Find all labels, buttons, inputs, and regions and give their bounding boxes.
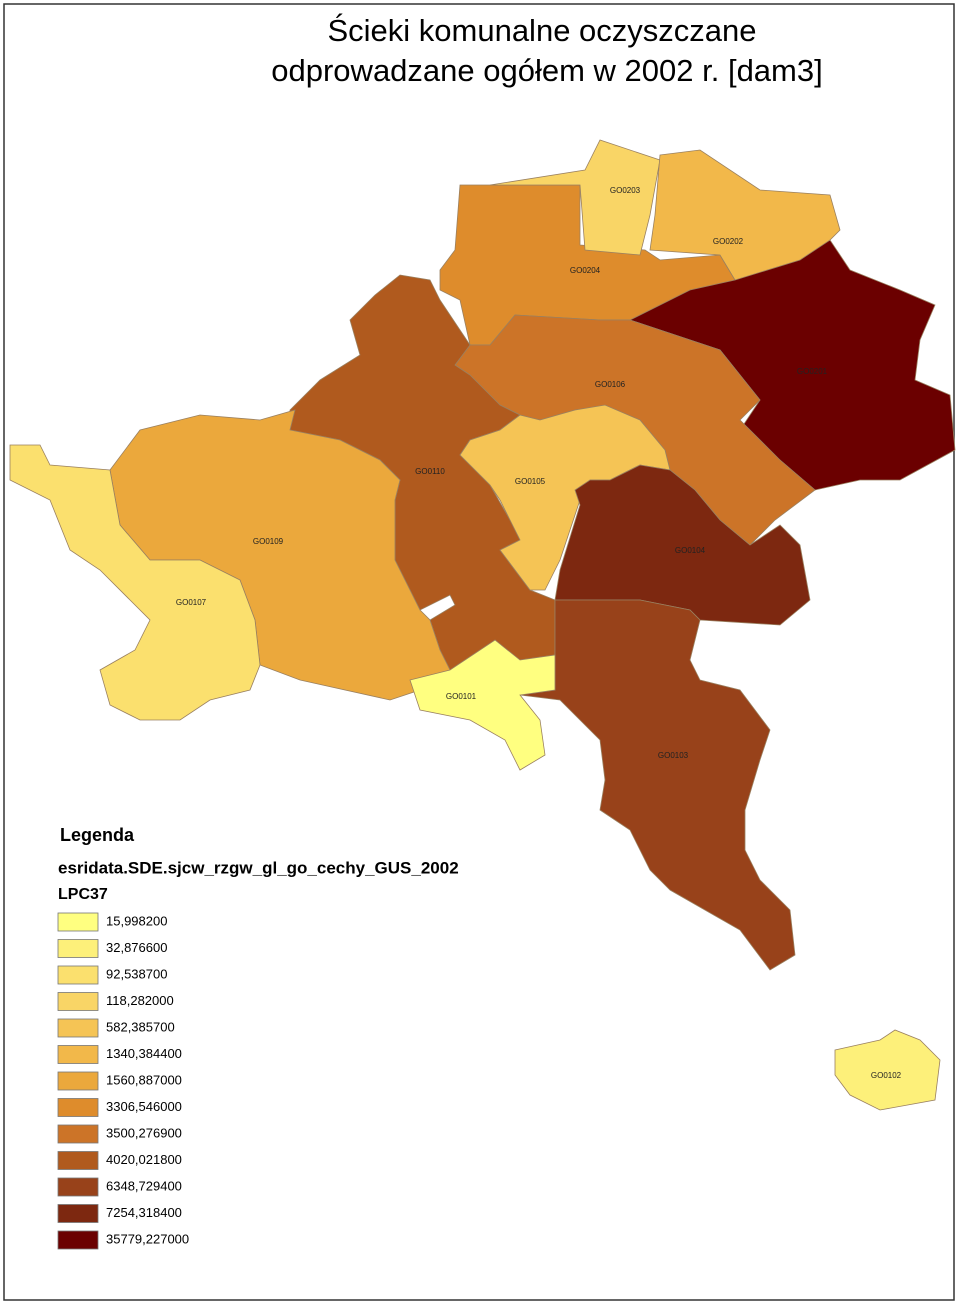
legend-swatch xyxy=(57,939,99,958)
region-label: GO0204 xyxy=(570,266,601,275)
legend-label: 3500,276900 xyxy=(106,1125,182,1140)
legend-swatch xyxy=(57,1177,99,1197)
legend-field: LPC37 xyxy=(58,886,108,903)
legend-label: 118,282000 xyxy=(106,993,174,1008)
region-label: GO0110 xyxy=(415,467,445,476)
region-label: GO0103 xyxy=(658,751,689,760)
region-label: GO0102 xyxy=(871,1071,902,1080)
region-label: GO0203 xyxy=(610,186,641,195)
legend-swatch xyxy=(57,1045,99,1064)
regions: GO0204 GO0203 GO0202 GO0201 GO0106 GO0110 GO01… xyxy=(9,139,956,1111)
legend-label: 1340,384400 xyxy=(106,1046,182,1061)
region-label: GO0101 xyxy=(446,692,477,701)
legend-swatch xyxy=(57,1230,99,1250)
region-label: GO0109 xyxy=(253,537,284,546)
region-label: GO0104 xyxy=(675,546,706,555)
legend-swatch xyxy=(57,1098,99,1117)
title-line: odprowadzane ogółem w 2002 r. [dam3] xyxy=(271,53,822,88)
title-line: Ścieki komunalne oczyszczane xyxy=(327,12,756,48)
region xyxy=(9,444,261,721)
legend-label: 582,385700 xyxy=(106,1019,175,1034)
region xyxy=(409,639,556,771)
region xyxy=(489,139,661,256)
legend-swatch xyxy=(57,1124,99,1144)
legend-label: 1560,887000 xyxy=(106,1072,182,1087)
region-label: GO0105 xyxy=(515,477,546,486)
legend-swatch xyxy=(57,965,99,985)
region xyxy=(519,599,796,971)
legend-layer: esridata.SDE.sjcw_rzgw_gl_go_cechy_GUS_2… xyxy=(58,858,459,877)
legend-swatch xyxy=(57,912,99,932)
legend-label: 15,998200 xyxy=(106,913,167,928)
legend-label: 7254,318400 xyxy=(106,1205,182,1220)
legend-swatch xyxy=(57,992,99,1011)
legend-label: 35779,227000 xyxy=(106,1231,189,1246)
legend-label: 6348,729400 xyxy=(106,1178,182,1193)
region xyxy=(554,464,811,626)
legend-swatch xyxy=(57,1204,99,1223)
region xyxy=(834,1029,941,1111)
legend-label: 3306,546000 xyxy=(106,1099,182,1114)
legend-swatch xyxy=(57,1071,99,1091)
legend-label: 4020,021800 xyxy=(106,1152,182,1167)
legend-label: 32,876600 xyxy=(106,940,167,955)
legend-swatch xyxy=(57,1018,99,1038)
legend-heading: Legenda xyxy=(60,825,135,845)
legend-swatch xyxy=(57,1151,99,1170)
region-label: GO0106 xyxy=(595,380,626,389)
legend-label: 92,538700 xyxy=(106,966,167,981)
region-label: GO0107 xyxy=(176,598,207,607)
region-label: GO0201 xyxy=(797,367,828,376)
region-label: GO0202 xyxy=(713,237,744,246)
legend: Legenda esridata.SDE.sjcw_rzgw_gl_go_cec… xyxy=(57,825,459,1250)
